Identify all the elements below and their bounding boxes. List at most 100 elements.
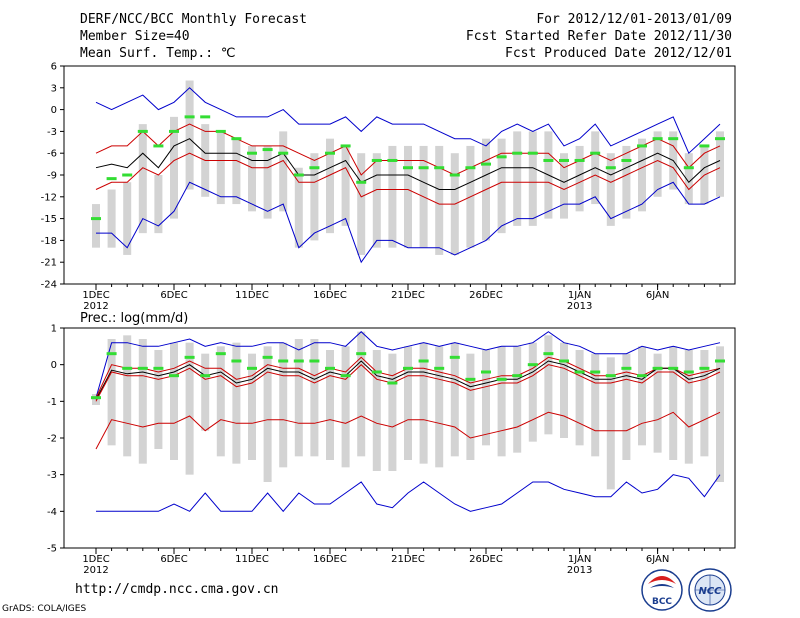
spread-box [544, 335, 553, 435]
median-mark [122, 173, 133, 177]
spread-box [622, 145, 631, 219]
median-mark [325, 151, 335, 155]
y-tick-label: -2 [47, 434, 57, 445]
median-mark [247, 366, 257, 370]
median-mark [434, 166, 445, 170]
median-mark [715, 137, 725, 141]
median-mark [527, 363, 538, 367]
y-tick-label: 3 [51, 83, 57, 94]
spread-box [372, 153, 381, 248]
median-mark [621, 158, 632, 162]
series-line-max [95, 331, 721, 398]
y-tick-label: -15 [41, 214, 57, 225]
median-mark [465, 166, 476, 170]
median-mark [262, 355, 273, 359]
median-mark [449, 355, 460, 359]
median-mark [543, 158, 554, 162]
median-mark [637, 144, 647, 148]
median-mark [247, 151, 257, 155]
median-mark [231, 359, 242, 363]
spread-box [326, 138, 334, 234]
spread-box [154, 350, 163, 449]
median-mark [340, 144, 351, 148]
median-mark [434, 366, 445, 370]
x-tick-label: 21DEC [391, 554, 425, 565]
spread-box [216, 131, 225, 205]
spread-box [216, 346, 225, 457]
y-tick-label: -5 [47, 544, 57, 555]
median-mark [200, 374, 211, 378]
spread-box [669, 346, 678, 460]
spread-box [622, 353, 631, 460]
y-tick-label: -18 [41, 236, 57, 247]
spread-box [326, 350, 334, 460]
series-line-mean [95, 138, 721, 190]
series-line-spread_low [95, 411, 721, 450]
spread-box [591, 353, 600, 457]
spread-box [154, 175, 163, 234]
median-mark [387, 381, 398, 385]
y-tick-label: -1 [47, 397, 57, 408]
median-mark [387, 158, 398, 162]
spread-box [294, 167, 303, 248]
median-mark [621, 366, 632, 370]
median-mark [496, 377, 507, 381]
y-tick-label: -4 [47, 507, 57, 518]
spread-box [435, 145, 444, 255]
series-line-min [96, 474, 721, 513]
series-line-mean [95, 360, 721, 400]
median-mark [559, 158, 569, 162]
y-tick-label: 0 [51, 360, 57, 371]
spread-box [606, 357, 615, 490]
median-mark [574, 158, 585, 162]
median-mark [683, 166, 694, 170]
median-mark [371, 158, 382, 162]
spread-box [279, 342, 288, 468]
figure-title: DERF/NCC/BCC Monthly Forecast [80, 12, 307, 27]
spread-box [653, 353, 662, 453]
bcc-logo-text: BCC [652, 597, 672, 607]
median-mark [137, 129, 148, 133]
median-mark [169, 374, 179, 378]
median-mark [512, 151, 523, 155]
spread-box [107, 339, 116, 446]
median-mark [481, 370, 491, 374]
median-mark [668, 137, 679, 141]
median-mark [403, 366, 413, 370]
x-tick-label: 21DEC [391, 290, 425, 301]
median-mark [527, 151, 538, 155]
median-mark [91, 396, 101, 400]
spread-box [232, 138, 241, 205]
spread-box [138, 339, 147, 464]
spread-box [279, 131, 288, 212]
spread-box [528, 131, 537, 226]
median-mark [403, 166, 413, 170]
median-mark [278, 151, 289, 155]
x-tick-label: 6DEC [160, 290, 187, 301]
x-tick-label: 1JAN [568, 554, 591, 565]
spread-box [123, 335, 132, 457]
median-mark [574, 370, 585, 374]
median-mark [184, 115, 195, 119]
produced-date-label: Fcst Produced Date 2012/12/01 [505, 46, 732, 61]
x-tick-label: 11DEC [235, 554, 269, 565]
spread-box [638, 346, 646, 446]
spread-box [575, 350, 584, 446]
spread-box [388, 353, 397, 471]
spread-box [263, 346, 272, 482]
median-mark [699, 144, 710, 148]
median-mark [215, 352, 226, 356]
median-mark [418, 359, 429, 363]
series-line-upper [95, 123, 721, 176]
median-mark [106, 177, 117, 181]
median-mark [605, 374, 616, 378]
started-date-label: Fcst Started Refer Date 2012/11/30 [465, 29, 732, 44]
median-mark [293, 173, 304, 177]
spread-box [170, 342, 178, 460]
bcc-logo: BCC [641, 569, 683, 611]
x-tick-label: 26DEC [469, 554, 503, 565]
spread-box [606, 153, 615, 226]
median-mark [91, 217, 101, 221]
